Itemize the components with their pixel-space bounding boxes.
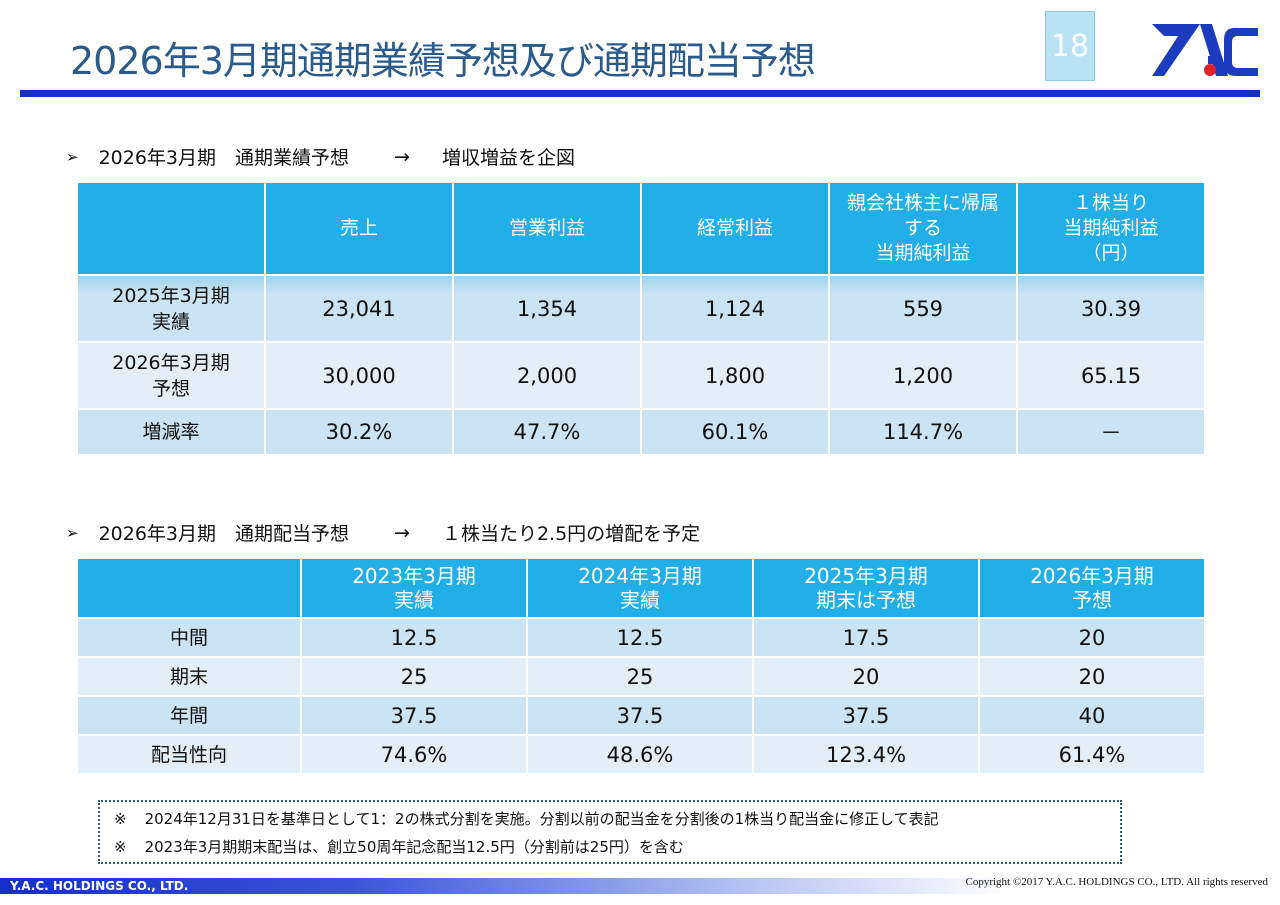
footer-copyright: Copyright ©2017 Y.A.C. HOLDINGS CO., LTD…	[965, 876, 1269, 888]
table-cell: 47.7%	[452, 408, 642, 456]
earnings-forecast-table: 売上 営業利益 経常利益 親会社株主に帰属する 当期純利益 １株当り 当期純利益…	[76, 181, 1206, 456]
footnote-mark: ※	[114, 810, 127, 828]
footnote-mark: ※	[114, 838, 127, 856]
header-cell: 親会社株主に帰属する 当期純利益	[828, 181, 1018, 276]
row-label: 年間	[76, 695, 302, 736]
table-cell: 30.2%	[264, 408, 454, 456]
header-cell: 経常利益	[640, 181, 830, 276]
header-cell: 売上	[264, 181, 454, 276]
table-row: 中間 12.5 12.5 17.5 20	[76, 617, 1206, 658]
table-cell: 25	[526, 656, 754, 697]
header-cell: 2025年3月期 期末は予想	[752, 557, 980, 619]
table-cell: 48.6%	[526, 734, 754, 775]
footer-company-name: Y.A.C. HOLDINGS CO., LTD.	[10, 879, 189, 893]
table-cell: 114.7%	[828, 408, 1018, 456]
page-number: 18	[1045, 11, 1095, 81]
section-label: 2026年3月期 通期配当予想	[98, 523, 350, 545]
header-cell: 2026年3月期 予想	[978, 557, 1206, 619]
table-row: 配当性向 74.6% 48.6% 123.4% 61.4%	[76, 734, 1206, 775]
table-cell: 20	[752, 656, 980, 697]
table-cell: 37.5	[752, 695, 980, 736]
table-cell: －	[1016, 408, 1206, 456]
table-cell: 123.4%	[752, 734, 980, 775]
row-label: 増減率	[76, 408, 266, 456]
table-row: 2026年3月期 予想 30,000 2,000 1,800 1,200 65.…	[76, 341, 1206, 410]
table-cell: 559	[828, 274, 1018, 343]
section-label: 2026年3月期 通期業績予想	[98, 147, 350, 169]
table-cell: 20	[978, 617, 1206, 658]
table-header-row: 2023年3月期 実績 2024年3月期 実績 2025年3月期 期末は予想 2…	[76, 557, 1206, 619]
row-label: 配当性向	[76, 734, 302, 775]
table-cell: 1,200	[828, 341, 1018, 410]
table-header-row: 売上 営業利益 経常利益 親会社株主に帰属する 当期純利益 １株当り 当期純利益…	[76, 181, 1206, 276]
table-cell: 20	[978, 656, 1206, 697]
footnote: ※ 2023年3月期期末配当は、創立50周年記念配当12.5円（分割前は25円）を…	[114, 833, 1120, 861]
page-title: 2026年3月期通期業績予想及び通期配当予想	[70, 39, 816, 83]
section-summary: 増収増益を企図	[441, 147, 575, 169]
arrow-icon: →	[394, 145, 410, 168]
row-label: 中間	[76, 617, 302, 658]
row-label: 2026年3月期 予想	[76, 341, 266, 410]
title-divider	[20, 90, 1260, 97]
row-label: 2025年3月期 実績	[76, 274, 266, 343]
table-cell: 1,800	[640, 341, 830, 410]
table-cell: 2,000	[452, 341, 642, 410]
section-dividend-heading: ➢ 2026年3月期 通期配当予想 → １株当たり2.5円の増配を予定	[66, 519, 700, 546]
bullet-icon: ➢	[66, 147, 79, 166]
footnote: ※ 2024年12月31日を基準日として1：2の株式分割を実施。分割以前の配当金を…	[114, 805, 1120, 833]
footnote-box: ※ 2024年12月31日を基準日として1：2の株式分割を実施。分割以前の配当金を…	[98, 800, 1122, 864]
yac-logo-icon	[1152, 24, 1258, 76]
table-cell: 23,041	[264, 274, 454, 343]
bullet-icon: ➢	[66, 523, 79, 542]
header-cell: 2024年3月期 実績	[526, 557, 754, 619]
table-cell: 12.5	[300, 617, 528, 658]
table-cell: 30,000	[264, 341, 454, 410]
table-cell: 65.15	[1016, 341, 1206, 410]
dividend-forecast-table: 2023年3月期 実績 2024年3月期 実績 2025年3月期 期末は予想 2…	[76, 557, 1206, 775]
table-cell: 25	[300, 656, 528, 697]
header-cell: 2023年3月期 実績	[300, 557, 528, 619]
table-cell: 17.5	[752, 617, 980, 658]
header-cell-corner	[76, 181, 266, 276]
table-row: 2025年3月期 実績 23,041 1,354 1,124 559 30.39	[76, 274, 1206, 343]
table-cell: 37.5	[300, 695, 528, 736]
arrow-icon: →	[394, 521, 410, 544]
table-cell: 1,124	[640, 274, 830, 343]
table-row: 年間 37.5 37.5 37.5 40	[76, 695, 1206, 736]
table-cell: 60.1%	[640, 408, 830, 456]
table-cell: 1,354	[452, 274, 642, 343]
section-summary: １株当たり2.5円の増配を予定	[441, 523, 701, 545]
table-cell: 40	[978, 695, 1206, 736]
header-cell: 営業利益	[452, 181, 642, 276]
header-cell: １株当り 当期純利益 （円）	[1016, 181, 1206, 276]
section-earnings-heading: ➢ 2026年3月期 通期業績予想 → 増収増益を企図	[66, 143, 575, 170]
footnote-text: 2023年3月期期末配当は、創立50周年記念配当12.5円（分割前は25円）を含…	[144, 838, 684, 856]
header-cell-corner	[76, 557, 302, 619]
table-row: 期末 25 25 20 20	[76, 656, 1206, 697]
footnote-text: 2024年12月31日を基準日として1：2の株式分割を実施。分割以前の配当金を分…	[144, 810, 939, 828]
table-cell: 61.4%	[978, 734, 1206, 775]
table-cell: 74.6%	[300, 734, 528, 775]
table-cell: 37.5	[526, 695, 754, 736]
table-row: 増減率 30.2% 47.7% 60.1% 114.7% －	[76, 408, 1206, 456]
table-cell: 30.39	[1016, 274, 1206, 343]
row-label: 期末	[76, 656, 302, 697]
table-cell: 12.5	[526, 617, 754, 658]
footer-bar	[0, 878, 1010, 894]
